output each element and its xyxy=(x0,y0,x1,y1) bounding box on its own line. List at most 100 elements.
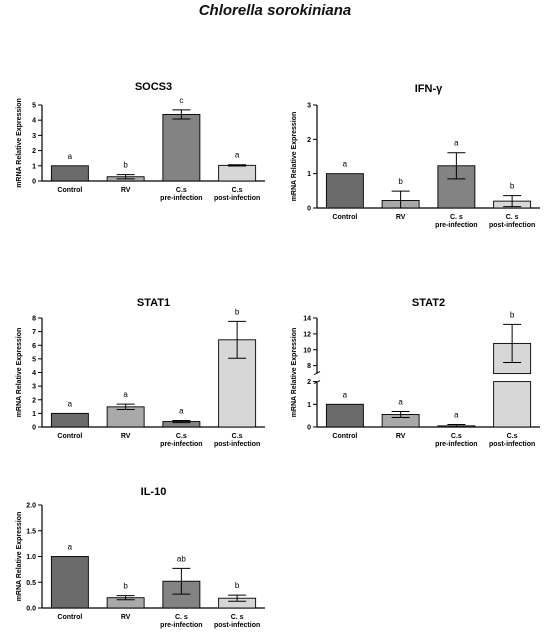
y-tick-label: 2 xyxy=(32,148,36,155)
chart-stat1: STAT1 mRNA Relative Expression 0 1 2 3 4 5 6 7 8 a C… xyxy=(16,297,265,448)
x-tick-label: C.s xyxy=(232,187,243,194)
significance-label: b xyxy=(510,310,515,319)
significance-label: a xyxy=(454,411,459,420)
y-axis-label: mRNA Relative Expression xyxy=(16,98,23,188)
chart-title: STAT1 xyxy=(137,297,170,309)
x-tick-label: C.s xyxy=(451,433,462,440)
y-axis-label: mRNA Relative Expression xyxy=(291,112,298,202)
y-tick-label: 1 xyxy=(307,171,311,178)
significance-label: a xyxy=(68,399,73,408)
y-tick-label: 5 xyxy=(32,356,36,363)
bar xyxy=(162,113,201,182)
y-tick-label: 0.5 xyxy=(26,580,36,587)
bar xyxy=(50,165,89,182)
y-tick-label: 12 xyxy=(303,331,311,338)
y-tick-label: 8 xyxy=(32,316,36,323)
significance-label: ab xyxy=(177,554,186,563)
x-tick-label: RV xyxy=(396,433,406,440)
y-tick-label: 2.0 xyxy=(26,503,36,510)
bar xyxy=(493,381,532,428)
x-tick-label: post-infection xyxy=(489,441,535,448)
significance-label: b xyxy=(123,582,128,591)
y-tick-label: 4 xyxy=(32,370,36,377)
y-tick-label: 0 xyxy=(32,425,36,432)
chart-ifn-gamma: IFN-γ mRNA Relative Expression 0 1 2 3 a Contro… xyxy=(291,83,540,229)
x-tick-label: C. s xyxy=(506,214,519,221)
y-tick-label: 3 xyxy=(32,133,36,140)
y-axis-label: mRNA Relative Expression xyxy=(16,328,23,418)
chart-title: SOCS3 xyxy=(135,81,172,93)
x-tick-label: C.s xyxy=(176,187,187,194)
significance-label: a xyxy=(179,406,184,415)
x-tick-label: post-infection xyxy=(489,222,535,229)
x-tick-label: pre-infection xyxy=(160,622,202,629)
y-tick-label: 1 xyxy=(32,411,36,418)
y-axis-label: mRNA Relative Expression xyxy=(16,512,23,602)
x-tick-label: post-infection xyxy=(214,441,260,448)
significance-label: a xyxy=(123,390,128,399)
y-tick-label: 1.0 xyxy=(26,554,36,561)
y-tick-label: 6 xyxy=(32,343,36,350)
y-tick-label: 2 xyxy=(307,137,311,144)
y-tick-label: 0 xyxy=(307,425,311,432)
bar xyxy=(50,556,89,609)
chart-title: STAT2 xyxy=(412,297,445,309)
bar xyxy=(218,164,257,182)
x-tick-label: pre-infection xyxy=(160,441,202,448)
y-tick-label: 8 xyxy=(307,363,311,370)
y-tick-label: 1 xyxy=(32,163,36,170)
chart-title: IL-10 xyxy=(141,486,167,498)
x-tick-label: post-infection xyxy=(214,622,260,629)
y-tick-label: 7 xyxy=(32,329,36,336)
x-tick-label: RV xyxy=(121,614,131,621)
y-tick-label: 4 xyxy=(32,118,36,125)
x-tick-label: Control xyxy=(332,433,357,440)
x-tick-label: RV xyxy=(396,214,406,221)
significance-label: b xyxy=(235,307,240,316)
x-tick-label: Control xyxy=(57,187,82,194)
x-tick-label: post-infection xyxy=(214,195,260,202)
significance-label: c xyxy=(179,96,183,105)
x-tick-label: Control xyxy=(332,214,357,221)
x-tick-label: C.s xyxy=(507,433,518,440)
x-tick-label: pre-infection xyxy=(435,441,477,448)
significance-label: b xyxy=(398,177,403,186)
y-tick-label: 1.5 xyxy=(26,528,36,535)
x-tick-label: C. s xyxy=(231,614,244,621)
x-tick-label: RV xyxy=(121,433,131,440)
bar xyxy=(325,173,364,209)
bar xyxy=(50,412,89,428)
y-tick-label: 2 xyxy=(32,397,36,404)
significance-label: a xyxy=(343,390,348,399)
x-tick-label: RV xyxy=(121,187,131,194)
y-tick-label: 14 xyxy=(303,316,311,323)
significance-label: a xyxy=(398,398,403,407)
significance-label: a xyxy=(68,152,73,161)
x-tick-label: C. s xyxy=(450,214,463,221)
significance-label: a xyxy=(454,139,459,148)
y-tick-label: 0 xyxy=(307,206,311,213)
chart-title: IFN-γ xyxy=(415,83,443,95)
chart-socs3: SOCS3 mRNA Relative Expression 0 1 2 3 4 5 a Cont… xyxy=(16,81,265,202)
x-tick-label: C.s xyxy=(176,433,187,440)
y-tick-label: 2 xyxy=(307,379,311,386)
x-tick-label: pre-infection xyxy=(160,195,202,202)
y-tick-label: 3 xyxy=(32,384,36,391)
y-tick-label: 10 xyxy=(303,347,311,354)
bar xyxy=(325,403,364,428)
y-tick-label: 5 xyxy=(32,103,36,110)
significance-label: b xyxy=(235,581,240,590)
significance-label: b xyxy=(123,161,128,170)
axis-break-mark xyxy=(313,371,321,376)
figure-title: Chlorella sorokiniana xyxy=(198,2,352,19)
y-tick-label: 1 xyxy=(307,402,311,409)
significance-label: a xyxy=(343,160,348,169)
x-tick-label: pre-infection xyxy=(435,222,477,229)
y-tick-label: 0.0 xyxy=(26,606,36,613)
x-tick-label: C.s xyxy=(232,433,243,440)
significance-label: b xyxy=(510,182,515,191)
significance-label: a xyxy=(68,543,73,552)
y-axis-label: mRNA Relative Expression xyxy=(291,328,298,418)
